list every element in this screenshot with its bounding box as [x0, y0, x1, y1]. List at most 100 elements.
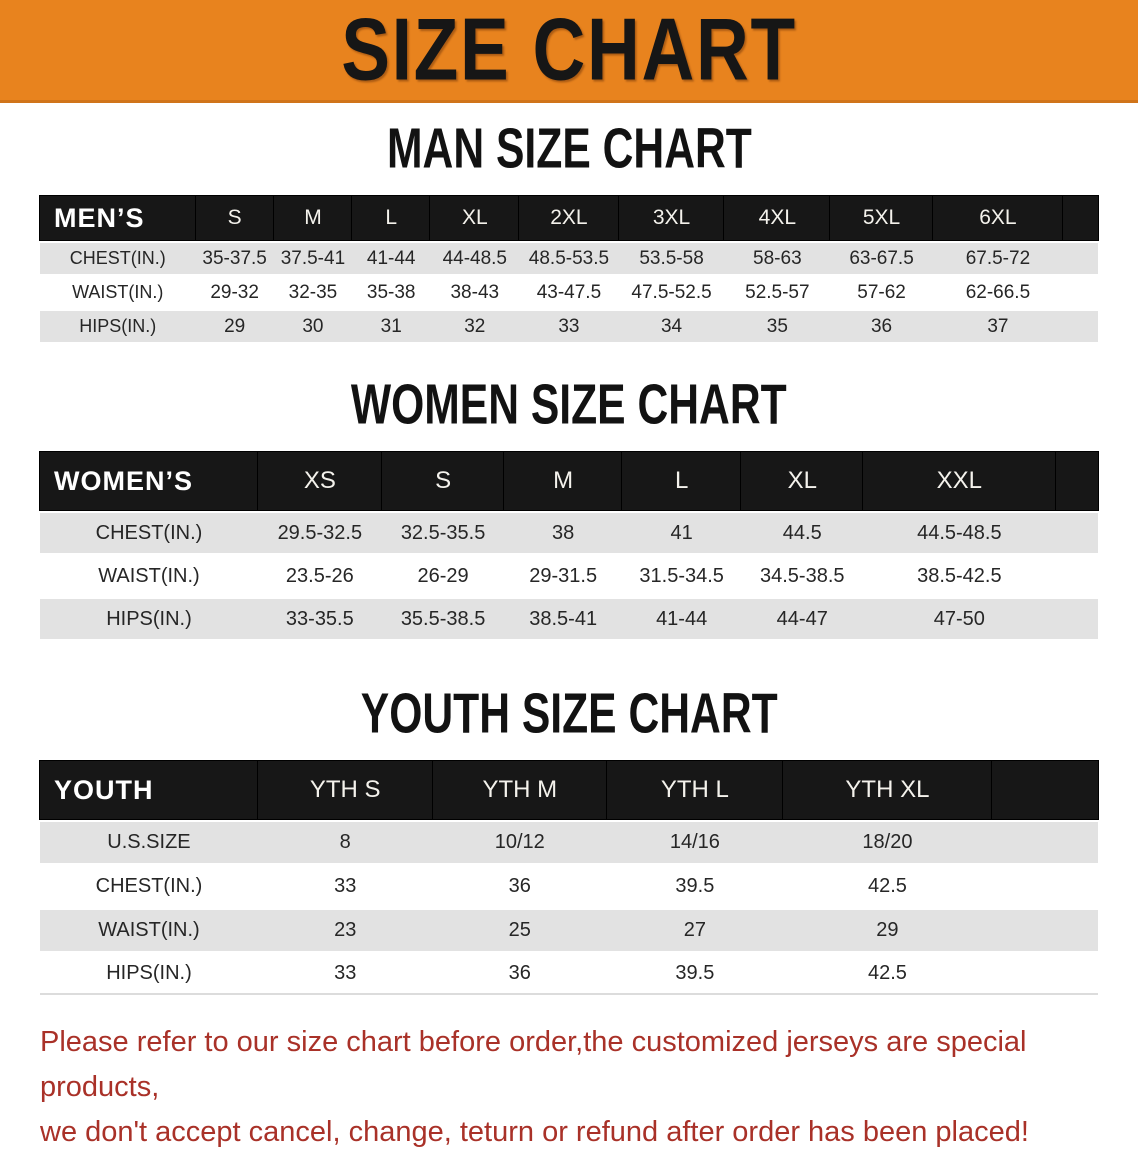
women-chest-row: CHEST(IN.) 29.5-32.5 32.5-35.5 38 41 44.… — [40, 513, 1098, 553]
size-cell: 42.5 — [782, 954, 993, 995]
size-cell: 23.5-26 — [285, 564, 354, 587]
size-cell: 10/12 — [432, 822, 608, 863]
column-header-xxl: XXL — [863, 452, 1056, 510]
man-section-heading: MAN SIZE CHART — [0, 117, 1138, 181]
row-label: CHEST(IN.) — [40, 513, 258, 553]
column-header-s: S — [381, 452, 505, 510]
women-section-heading: WOMEN SIZE CHART — [0, 377, 1138, 433]
youth-section-heading: YOUTH SIZE CHART — [0, 682, 1138, 746]
size-cell: 33 — [519, 311, 619, 342]
filler-cell — [992, 822, 1098, 863]
youth-header-row: YOUTH YTH S YTH M YTH L YTH XL — [40, 761, 1098, 819]
row-label: HIPS(IN.) — [40, 599, 258, 639]
size-cell: 38 — [504, 513, 622, 553]
size-cell: 29-31.5 — [529, 564, 598, 587]
column-header-6xl: 6XL — [932, 196, 1063, 240]
size-cell: 57-62 — [857, 281, 906, 303]
size-cell: 39.5 — [607, 954, 783, 995]
women-size-table: WOMEN’S XS S M L XL XXL CHEST(IN.) 29.5-… — [40, 449, 1098, 642]
size-cell: 43-47.5 — [536, 281, 602, 303]
youth-hips-row: HIPS(IN.) 33 36 39.5 42.5 — [40, 954, 1098, 995]
women-hips-row: HIPS(IN.) 33-35.5 35.5-38.5 38.5-41 41-4… — [40, 599, 1098, 639]
filler-cell — [992, 866, 1098, 907]
column-header-s: S — [195, 196, 274, 240]
size-cell: 38.5-41 — [504, 599, 622, 639]
size-cell: 36 — [508, 875, 531, 897]
row-label: U.S.SIZE — [40, 822, 258, 863]
women-group-label: WOMEN’S — [40, 452, 258, 510]
filler-cell — [1063, 311, 1098, 342]
size-cell: 52.5-57 — [745, 281, 810, 303]
footer-note: Please refer to our size chart before or… — [0, 1020, 1138, 1155]
size-cell: 37.5-41 — [273, 243, 353, 274]
women-header-row: WOMEN’S XS S M L XL XXL — [40, 452, 1098, 510]
youth-waist-row: WAIST(IN.) 23 25 27 29 — [40, 910, 1098, 951]
size-cell: 62-66.5 — [965, 281, 1031, 303]
size-cell: 32.5-35.5 — [381, 513, 505, 553]
size-cell: 29.5-32.5 — [257, 513, 382, 553]
size-cell: 44.5-48.5 — [863, 513, 1056, 553]
size-cell: 27 — [607, 910, 783, 951]
size-cell: 53.5-58 — [618, 243, 725, 274]
row-label: CHEST(IN.) — [40, 243, 196, 274]
column-header-l: L — [352, 196, 431, 240]
size-cell: 35 — [724, 311, 831, 342]
column-header-3xl: 3XL — [618, 196, 725, 240]
column-header-l: L — [621, 452, 742, 510]
column-header-yth-m: YTH M — [432, 761, 608, 819]
youth-chest-row: CHEST(IN.) 33 36 39.5 42.5 — [40, 866, 1098, 907]
filler-header-cell — [992, 761, 1098, 819]
size-cell: 30 — [273, 311, 353, 342]
column-header-xs: XS — [257, 452, 382, 510]
size-cell: 25 — [432, 910, 608, 951]
size-cell: 29 — [195, 311, 274, 342]
size-cell: 8 — [257, 822, 433, 863]
row-label: WAIST(IN.) — [40, 910, 258, 951]
men-hips-row: HIPS(IN.) 29 30 31 32 33 34 35 36 37 — [40, 311, 1098, 342]
size-cell: 44.5 — [741, 513, 864, 553]
size-cell: 39.5 — [675, 875, 715, 897]
size-cell: 33-35.5 — [257, 599, 382, 639]
youth-size-table: YOUTH YTH S YTH M YTH L YTH XL U.S.SIZE … — [40, 758, 1098, 998]
youth-heading-text: YOUTH SIZE CHART — [360, 682, 778, 746]
size-cell: 67.5-72 — [932, 243, 1063, 274]
men-size-table: MEN’S S M L XL 2XL 3XL 4XL 5XL 6XL CHEST… — [40, 193, 1098, 345]
size-cell: 58-63 — [724, 243, 831, 274]
row-label: HIPS(IN.) — [40, 954, 258, 995]
size-cell: 44-47 — [741, 599, 864, 639]
youth-ussize-row: U.S.SIZE 8 10/12 14/16 18/20 — [40, 822, 1098, 863]
size-cell: 44-48.5 — [430, 243, 520, 274]
row-label: HIPS(IN.) — [40, 311, 196, 342]
filler-cell — [1063, 243, 1098, 274]
size-cell: 33 — [257, 954, 433, 995]
column-header-xl: XL — [741, 452, 864, 510]
footer-note-line2: we don't accept cancel, change, teturn o… — [40, 1116, 1029, 1148]
column-header-m: M — [273, 196, 353, 240]
column-header-yth-l: YTH L — [607, 761, 783, 819]
row-label: WAIST(IN.) — [72, 282, 164, 302]
man-heading-text: MAN SIZE CHART — [386, 117, 752, 181]
size-cell: 34.5-38.5 — [759, 564, 845, 587]
size-cell: 38-43 — [450, 281, 500, 303]
size-cell: 36 — [432, 954, 608, 995]
size-cell: 41-44 — [621, 599, 742, 639]
size-cell: 31 — [352, 311, 431, 342]
size-cell: 29 — [782, 910, 993, 951]
size-cell: 48.5-53.5 — [519, 243, 619, 274]
filler-header-cell — [1055, 452, 1098, 510]
size-cell: 34 — [618, 311, 725, 342]
filler-cell — [1063, 277, 1098, 308]
column-header-5xl: 5XL — [830, 196, 933, 240]
size-cell: 41 — [621, 513, 742, 553]
size-cell: 38.5-42.5 — [917, 564, 1002, 587]
size-cell: 35.5-38.5 — [381, 599, 505, 639]
men-waist-row: WAIST(IN.) 29-32 32-35 35-38 38-43 43-47… — [40, 277, 1098, 308]
column-header-yth-xl: YTH XL — [782, 761, 993, 819]
column-header-4xl: 4XL — [724, 196, 831, 240]
filler-cell — [992, 910, 1098, 951]
size-cell: 37 — [932, 311, 1063, 342]
filler-header-cell — [1063, 196, 1098, 240]
filler-cell — [1055, 599, 1098, 639]
size-cell: 26-29 — [417, 564, 469, 587]
